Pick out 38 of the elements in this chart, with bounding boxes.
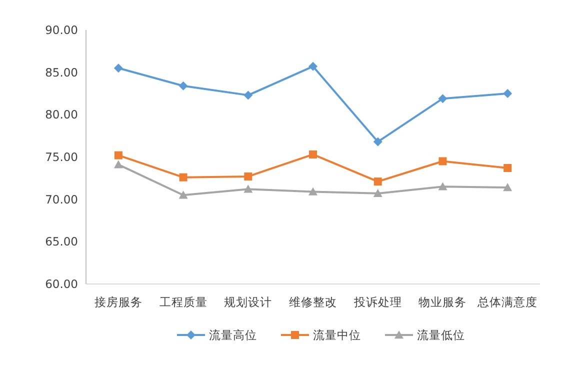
point bbox=[373, 137, 382, 146]
point bbox=[503, 182, 512, 192]
point bbox=[244, 172, 252, 180]
legend-label: 流量高位 bbox=[209, 328, 257, 342]
point bbox=[504, 164, 512, 172]
point bbox=[308, 187, 318, 196]
y-tick-label: 80.00 bbox=[45, 108, 78, 122]
y-tick-label: 70.00 bbox=[45, 192, 78, 206]
point bbox=[179, 173, 188, 182]
legend-label: 流量低位 bbox=[417, 328, 465, 342]
point bbox=[438, 157, 447, 166]
y-tick-label: 90.00 bbox=[45, 23, 78, 37]
y-tick-label: 60.00 bbox=[45, 277, 78, 291]
point bbox=[178, 81, 188, 90]
y-tick-label: 75.00 bbox=[45, 150, 78, 164]
point bbox=[438, 94, 448, 104]
y-tick-label: 85.00 bbox=[45, 65, 78, 80]
point bbox=[309, 150, 317, 158]
point bbox=[114, 151, 122, 160]
x-tick-label: 物业服务 bbox=[418, 295, 467, 309]
x-tick-label: 投诉处理 bbox=[352, 295, 402, 309]
legend-label: 流量中位 bbox=[313, 328, 361, 342]
x-tick-label: 规划设计 bbox=[224, 295, 272, 309]
point bbox=[503, 89, 512, 98]
x-tick-label: 总体满意度 bbox=[476, 295, 538, 309]
point bbox=[308, 62, 318, 71]
point bbox=[244, 90, 253, 100]
point bbox=[374, 178, 382, 186]
x-tick-label: 接房服务 bbox=[94, 295, 142, 309]
point bbox=[178, 190, 188, 199]
point bbox=[114, 160, 123, 168]
point bbox=[373, 188, 382, 198]
x-tick-label: 维修整改 bbox=[289, 295, 337, 309]
point bbox=[244, 184, 253, 193]
y-tick-label: 65.00 bbox=[45, 234, 78, 249]
x-tick-label: 工程质量 bbox=[159, 295, 208, 309]
point bbox=[114, 64, 123, 73]
point bbox=[438, 182, 448, 190]
